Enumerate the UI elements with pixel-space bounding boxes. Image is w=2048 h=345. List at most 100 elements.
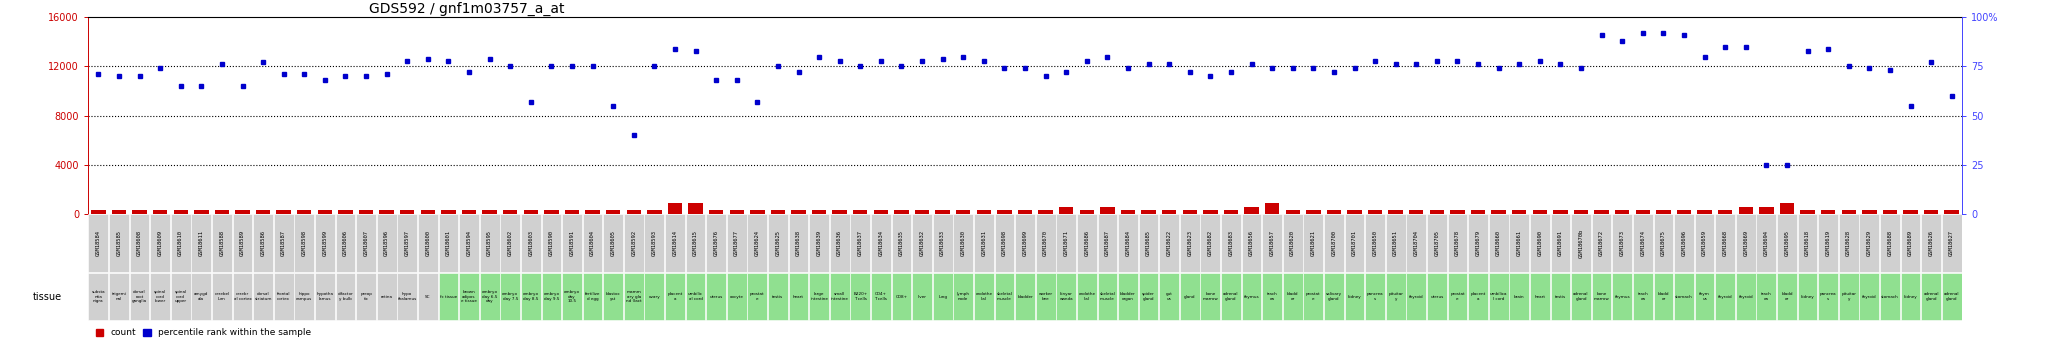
Bar (891, 273, 911, 321)
Bar (870, 273, 891, 321)
Text: GSM18620: GSM18620 (1290, 230, 1294, 256)
Text: GSM18622: GSM18622 (1167, 230, 1171, 256)
Text: bladd
er: bladd er (1286, 293, 1298, 301)
Bar (1595, 210, 1610, 214)
Text: GSM18701: GSM18701 (1352, 230, 1358, 256)
Text: bone
marrow: bone marrow (1593, 293, 1610, 301)
Bar (1303, 215, 1323, 272)
Bar (1819, 215, 1837, 272)
Text: GSM18624: GSM18624 (756, 230, 760, 256)
Bar (668, 203, 682, 214)
Text: bladd
er: bladd er (1782, 293, 1792, 301)
Text: GSM18676: GSM18676 (713, 230, 719, 256)
Text: gland: gland (1184, 295, 1196, 299)
Bar (1077, 215, 1096, 272)
Text: cerebel
lum: cerebel lum (215, 293, 229, 301)
Bar (315, 215, 334, 272)
Bar (1653, 273, 1673, 321)
Text: small
intestine: small intestine (831, 293, 848, 301)
Text: umbilic
al cord: umbilic al cord (688, 293, 702, 301)
Text: GSM18682: GSM18682 (1208, 230, 1212, 256)
Text: CD8+: CD8+ (895, 295, 907, 299)
Bar (688, 203, 702, 214)
Bar (829, 215, 850, 272)
Text: fc tissue: fc tissue (440, 295, 457, 299)
Bar (1159, 273, 1180, 321)
Legend: count, percentile rank within the sample: count, percentile rank within the sample (92, 325, 315, 341)
Bar (1182, 210, 1196, 214)
Text: GSM18661: GSM18661 (1518, 230, 1522, 256)
Text: testis: testis (1554, 295, 1567, 299)
Bar (1759, 207, 1774, 214)
Bar (545, 210, 559, 214)
Bar (1491, 210, 1505, 214)
Text: GSM18679: GSM18679 (1475, 230, 1481, 256)
Bar (215, 210, 229, 214)
Bar (461, 210, 477, 214)
Text: GSM18669: GSM18669 (1743, 230, 1749, 256)
Bar (213, 273, 231, 321)
Bar (1841, 210, 1855, 214)
Text: hypo
thalamus: hypo thalamus (397, 293, 418, 301)
Bar (1346, 273, 1364, 321)
Text: GSM18588: GSM18588 (219, 230, 225, 256)
Bar (520, 273, 541, 321)
Bar (854, 210, 868, 214)
Bar (1368, 210, 1382, 214)
Bar (561, 215, 582, 272)
Text: GSM18594: GSM18594 (467, 230, 471, 256)
Text: GSM18670b: GSM18670b (1579, 229, 1583, 258)
Bar (1386, 215, 1405, 272)
Bar (1860, 215, 1880, 272)
Text: pituitar
y: pituitar y (1389, 293, 1403, 301)
Bar (956, 210, 971, 214)
Bar (1100, 207, 1114, 214)
Bar (911, 215, 932, 272)
Bar (524, 210, 539, 214)
Bar (315, 273, 334, 321)
Bar (1139, 273, 1159, 321)
Bar (995, 215, 1014, 272)
Bar (195, 210, 209, 214)
Bar (1530, 273, 1550, 321)
Bar (438, 273, 459, 321)
Bar (479, 215, 500, 272)
Text: skeletal
muscle: skeletal muscle (997, 293, 1012, 301)
Bar (729, 210, 743, 214)
Bar (606, 210, 621, 214)
Text: dorsal
striatum: dorsal striatum (254, 293, 272, 301)
Bar (1489, 273, 1509, 321)
Text: testis: testis (772, 295, 784, 299)
Bar (584, 215, 602, 272)
Text: GSM18607: GSM18607 (365, 230, 369, 256)
Text: GSM18687: GSM18687 (1104, 230, 1110, 256)
Bar (1944, 210, 1958, 214)
Bar (1262, 273, 1282, 321)
Text: GSM18657: GSM18657 (1270, 230, 1274, 256)
Bar (936, 210, 950, 214)
Bar (1407, 215, 1425, 272)
Bar (686, 215, 705, 272)
Bar (829, 273, 850, 321)
Bar (504, 210, 518, 214)
Bar (1778, 215, 1796, 272)
Bar (686, 273, 705, 321)
Bar (483, 210, 498, 214)
Bar (1077, 273, 1096, 321)
Bar (604, 215, 623, 272)
Bar (954, 215, 973, 272)
Text: olfactor
y bulb: olfactor y bulb (338, 293, 354, 301)
Bar (459, 273, 479, 321)
Text: GSM18584: GSM18584 (96, 230, 100, 256)
Bar (1098, 215, 1118, 272)
Text: placent
a: placent a (1470, 293, 1485, 301)
Bar (1571, 215, 1591, 272)
Bar (154, 210, 168, 214)
Bar (911, 273, 932, 321)
Bar (1389, 210, 1403, 214)
Text: GSM18677: GSM18677 (735, 230, 739, 256)
Bar (1739, 207, 1753, 214)
Bar (1262, 215, 1282, 272)
Bar (850, 215, 870, 272)
Text: pancrea
s: pancrea s (1821, 293, 1837, 301)
